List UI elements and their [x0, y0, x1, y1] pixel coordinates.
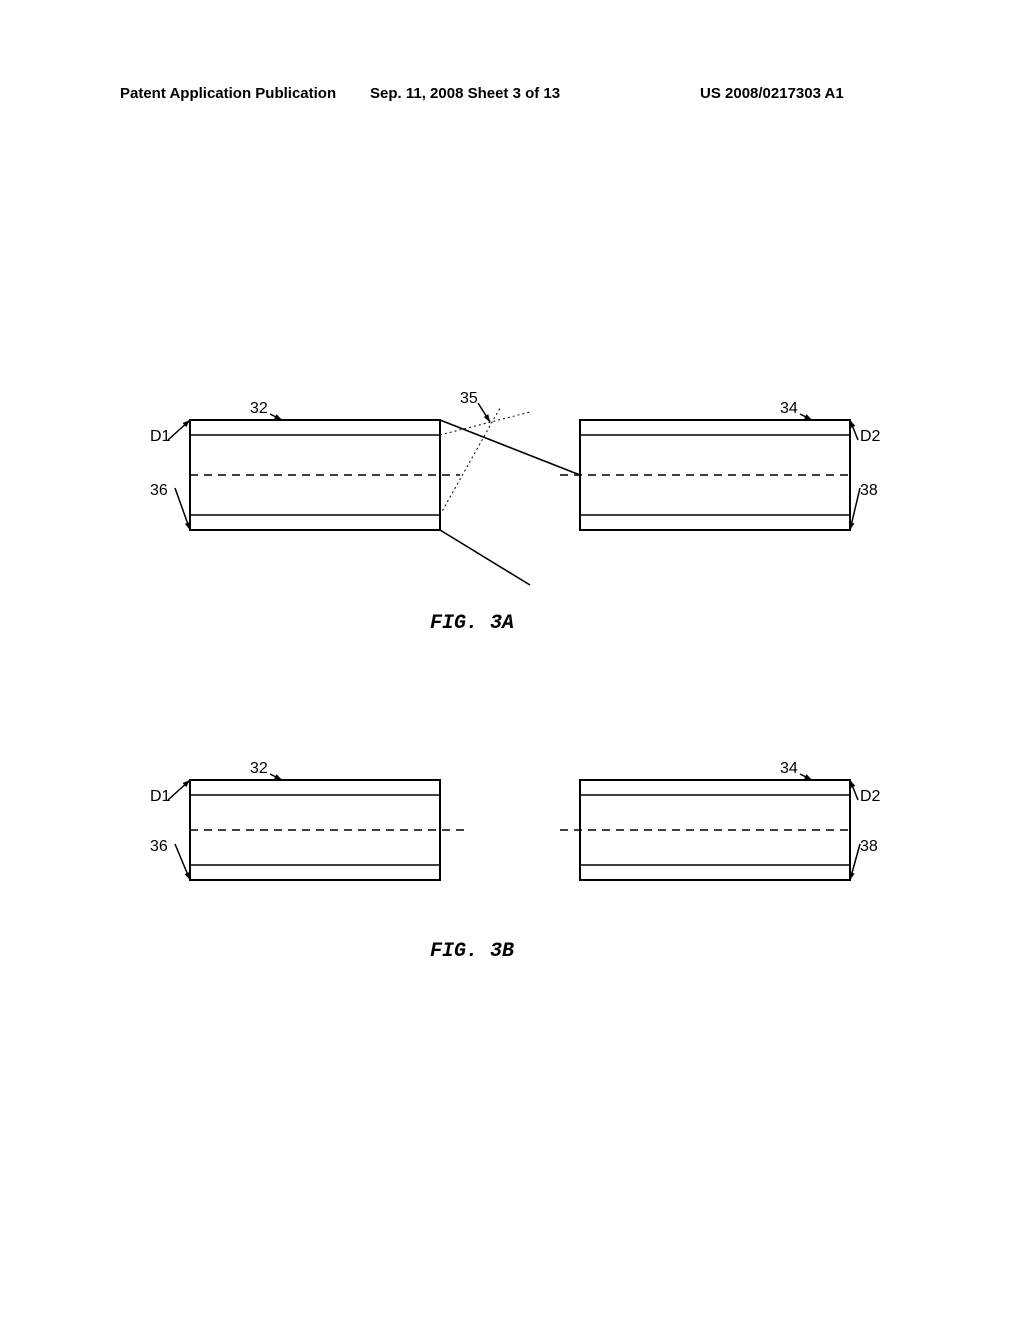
ref-l38: 38	[860, 482, 878, 500]
ref-D1: D1	[150, 428, 170, 446]
ref-l36: 36	[150, 838, 168, 856]
page: Patent Application Publication Sep. 11, …	[0, 0, 1024, 1320]
ref-D2: D2	[860, 428, 880, 446]
ref-l36: 36	[150, 482, 168, 500]
figure-3b-caption: FIG. 3B	[430, 940, 514, 963]
header-patent-number: US 2008/0217303 A1	[700, 85, 844, 102]
header-publication: Patent Application Publication	[120, 85, 336, 102]
ref-D2: D2	[860, 788, 880, 806]
header-sheet: Sep. 11, 2008 Sheet 3 of 13	[370, 85, 560, 102]
ref-l32: 32	[250, 400, 268, 418]
ref-l34: 34	[780, 400, 798, 418]
ref-l32: 32	[250, 760, 268, 778]
figure-3a-labels: D1D23234353638	[160, 400, 880, 600]
ref-l34: 34	[780, 760, 798, 778]
ref-l38: 38	[860, 838, 878, 856]
ref-D1: D1	[150, 788, 170, 806]
figure-3a-caption: FIG. 3A	[430, 612, 514, 635]
figure-3a: D1D23234353638	[160, 400, 880, 600]
figure-3b: D1D232343638	[160, 760, 880, 930]
ref-l35: 35	[460, 390, 478, 408]
figure-3b-labels: D1D232343638	[160, 760, 880, 930]
